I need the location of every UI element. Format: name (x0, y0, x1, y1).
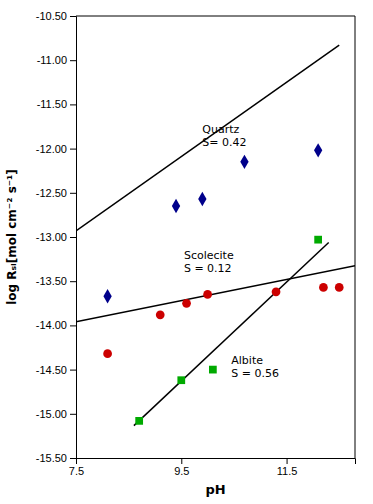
point (272, 287, 281, 296)
tick-label: -14.50 (36, 364, 67, 376)
point-series (135, 236, 322, 425)
tick: -10.50 (36, 10, 76, 22)
tick-label: -12.50 (36, 187, 67, 199)
point (135, 417, 143, 425)
annotation: QuartzS= 0.42 (202, 123, 246, 149)
tick-mark (181, 458, 182, 464)
tick: -15.50 (36, 452, 76, 464)
point (156, 310, 165, 319)
annotation: ScoleciteS = 0.12 (184, 249, 234, 275)
point-series (103, 143, 322, 303)
point (209, 366, 217, 374)
tick-label: -10.50 (36, 10, 67, 22)
tick-mark (70, 16, 76, 17)
tick-mark (70, 149, 76, 150)
frame-line (76, 16, 355, 17)
tick: -14.00 (36, 319, 76, 331)
point (319, 283, 328, 292)
tick-mark (70, 104, 76, 105)
tick: -12.50 (36, 187, 76, 199)
tick-label: 11.5 (277, 465, 298, 477)
tick-label: 9.5 (174, 465, 189, 477)
tick: 11.5 (277, 458, 298, 477)
tick-mark (70, 193, 76, 194)
x-axis-title: pH (205, 482, 225, 497)
tick-label: -15.00 (36, 408, 67, 420)
annotations: QuartzS= 0.42 ScoleciteS = 0.12 AlbiteS = … (184, 123, 279, 381)
tick: -11.00 (37, 54, 76, 66)
chart: 7.5 9.5 11.5 -15.50 -15.00 -14.50 -14.00 -13.50… (0, 0, 373, 504)
tick-mark (70, 458, 76, 459)
tick-mark (70, 60, 76, 61)
fit-line (76, 45, 339, 231)
x-axis: 7.5 9.5 11.5 (69, 458, 356, 477)
tick: 7.5 (69, 458, 84, 477)
frame-line (355, 16, 356, 458)
point-series (103, 283, 343, 358)
tick: -13.00 (36, 231, 76, 243)
tick-label: -15.50 (36, 452, 67, 464)
tick-mark (70, 325, 76, 326)
tick-label: -13.50 (36, 275, 67, 287)
annotation: AlbiteS = 0.56 (231, 354, 279, 380)
axis-line (70, 17, 77, 459)
tick: -11.50 (37, 98, 76, 110)
point (240, 155, 248, 169)
point (335, 283, 344, 292)
tick-label: -11.00 (37, 54, 67, 66)
point (314, 236, 322, 244)
point (314, 143, 322, 157)
tick: -14.50 (36, 364, 76, 376)
tick: -13.50 (36, 275, 76, 287)
tick-mark (70, 370, 76, 371)
point (177, 376, 185, 384)
tick-label: -14.00 (36, 319, 67, 331)
marks (76, 45, 355, 425)
y-axis-title: log Rₛᵢ[mol cm⁻² s⁻¹] (5, 169, 19, 305)
point (203, 290, 212, 299)
tick-mark (287, 458, 288, 464)
tick-mark (70, 414, 76, 415)
tick-mark (70, 237, 76, 238)
tick-label: 7.5 (69, 465, 84, 477)
y-axis: -15.50 -15.00 -14.50 -14.00 -13.50 -13.00 -12.… (36, 10, 77, 464)
tick-label: -13.00 (36, 231, 67, 243)
point (103, 289, 111, 303)
fit-line (134, 242, 329, 425)
point (198, 192, 206, 206)
point (172, 199, 180, 213)
tick-mark (70, 281, 76, 282)
tick: 9.5 (174, 458, 189, 477)
point (103, 349, 112, 358)
tick-label: -11.50 (37, 98, 67, 110)
tick: -12.00 (36, 143, 76, 155)
tick-label: -12.00 (36, 143, 67, 155)
axis-line (77, 459, 356, 465)
point (182, 299, 191, 308)
plot: 7.5 9.5 11.5 -15.50 -15.00 -14.50 -14.00 -13.50… (36, 10, 356, 477)
tick: -15.00 (36, 408, 76, 420)
